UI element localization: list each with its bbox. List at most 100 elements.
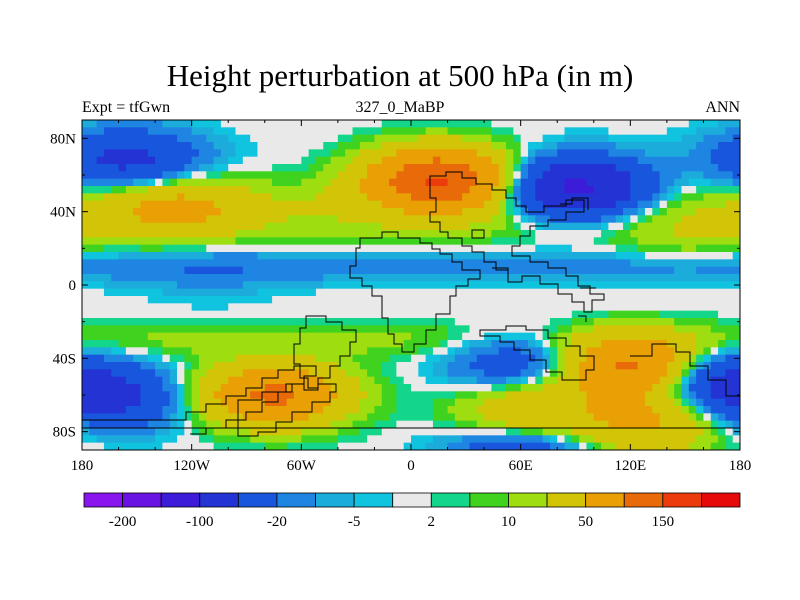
field-cell bbox=[228, 156, 244, 165]
field-cell bbox=[520, 156, 529, 165]
field-cell bbox=[520, 178, 536, 187]
field-cell bbox=[513, 149, 522, 158]
field-cell bbox=[564, 127, 609, 136]
field-cell bbox=[725, 442, 740, 450]
field-cell bbox=[571, 435, 580, 444]
field-cell bbox=[681, 244, 697, 253]
field-cell bbox=[330, 420, 354, 429]
colorbar-label: -20 bbox=[267, 514, 287, 530]
colorbar-label: 50 bbox=[578, 514, 593, 530]
field-cell bbox=[352, 134, 376, 143]
field-cell bbox=[345, 149, 361, 158]
field-cell bbox=[177, 384, 185, 392]
field-cell bbox=[564, 435, 573, 444]
field-cell bbox=[301, 428, 339, 436]
field-cell bbox=[703, 354, 712, 363]
field-cell bbox=[337, 391, 368, 400]
field-cell bbox=[549, 354, 558, 363]
field-cell bbox=[359, 376, 376, 385]
field-cell bbox=[688, 398, 697, 407]
field-cell bbox=[82, 406, 127, 414]
field-cell bbox=[177, 398, 185, 407]
field-cell bbox=[637, 362, 668, 370]
field-cell bbox=[652, 208, 661, 216]
field-cell bbox=[593, 413, 661, 422]
field-cell bbox=[630, 186, 661, 194]
field-cell bbox=[688, 376, 697, 385]
field-cell bbox=[169, 369, 178, 378]
field-cell bbox=[381, 362, 397, 370]
field-cell bbox=[513, 222, 522, 231]
field-cell bbox=[527, 362, 544, 370]
field-cell bbox=[718, 413, 726, 422]
field-cell bbox=[586, 398, 646, 407]
colorbar-swatch bbox=[430, 492, 471, 508]
field-cell bbox=[681, 134, 705, 143]
field-cell bbox=[484, 200, 500, 209]
field-cell bbox=[696, 406, 705, 414]
field-cell bbox=[96, 156, 156, 165]
field-cell bbox=[725, 413, 740, 422]
field-cell bbox=[184, 398, 193, 407]
field-cell bbox=[674, 398, 683, 407]
field-cell bbox=[147, 420, 171, 429]
field-cell bbox=[147, 354, 164, 363]
field-cell bbox=[330, 398, 361, 407]
field-cell bbox=[213, 142, 237, 150]
field-cell bbox=[82, 413, 164, 422]
field-cell bbox=[432, 347, 449, 356]
field-cell bbox=[235, 142, 259, 150]
field-cell bbox=[403, 442, 427, 450]
field-cell bbox=[718, 142, 740, 150]
field-cell bbox=[571, 325, 595, 334]
field-cell bbox=[542, 142, 558, 150]
field-cell bbox=[542, 362, 551, 370]
field-cell bbox=[615, 142, 697, 150]
colorbar-swatch bbox=[623, 492, 664, 508]
field-cell bbox=[644, 252, 734, 260]
field-cell bbox=[586, 391, 646, 400]
field-cell bbox=[359, 362, 383, 370]
field-cell bbox=[250, 134, 339, 143]
field-cell bbox=[432, 420, 456, 429]
field-cell bbox=[586, 347, 675, 356]
field-cell bbox=[198, 413, 207, 422]
field-cell bbox=[725, 369, 740, 378]
field-cell bbox=[564, 369, 580, 378]
field-cell bbox=[206, 413, 244, 422]
field-cell bbox=[498, 200, 507, 209]
field-cell bbox=[242, 266, 675, 275]
field-cell bbox=[337, 442, 405, 450]
field-cell bbox=[718, 318, 740, 326]
field-cell bbox=[542, 428, 573, 436]
field-cell bbox=[579, 435, 595, 444]
field-cell bbox=[513, 186, 522, 194]
field-cell bbox=[535, 215, 551, 224]
field-cell bbox=[542, 369, 551, 378]
field-cell bbox=[484, 369, 522, 378]
field-cell bbox=[162, 413, 171, 422]
field-cell bbox=[177, 413, 185, 422]
field-cell bbox=[220, 171, 317, 180]
field-cell bbox=[323, 164, 346, 172]
field-cell bbox=[118, 252, 215, 260]
field-cell bbox=[527, 340, 536, 348]
field-cell bbox=[191, 362, 200, 370]
field-cell bbox=[703, 428, 712, 436]
field-cell bbox=[593, 318, 675, 326]
field-cell bbox=[571, 318, 595, 326]
field-cell bbox=[710, 354, 726, 363]
field-cell bbox=[169, 413, 178, 422]
field-cell bbox=[520, 215, 529, 224]
field-cell bbox=[82, 193, 105, 202]
field-cell bbox=[666, 340, 697, 348]
contour-field bbox=[82, 120, 740, 450]
field-cell bbox=[425, 354, 441, 363]
field-cell bbox=[235, 127, 354, 136]
field-cell bbox=[469, 186, 493, 194]
field-cell bbox=[82, 274, 112, 282]
field-cell bbox=[593, 435, 697, 444]
field-cell bbox=[644, 215, 653, 224]
field-cell bbox=[337, 428, 361, 436]
field-cell bbox=[718, 435, 726, 444]
